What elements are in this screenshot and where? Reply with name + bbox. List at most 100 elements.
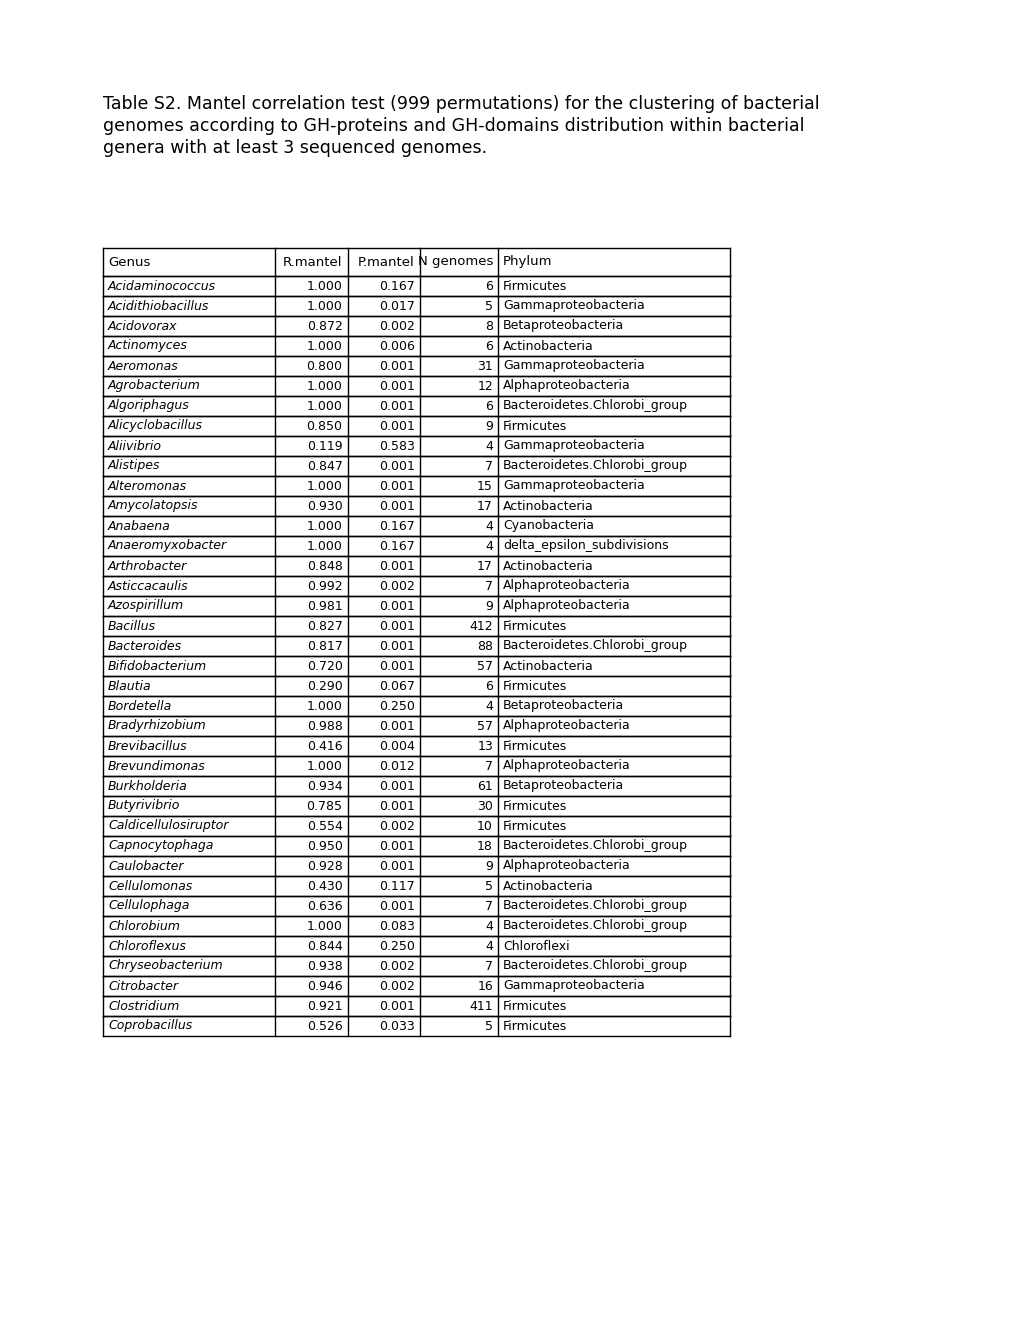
Text: 0.001: 0.001: [378, 359, 415, 372]
Text: Alteromonas: Alteromonas: [108, 479, 186, 492]
Text: 0.934: 0.934: [307, 780, 342, 792]
Text: Clostridium: Clostridium: [108, 999, 179, 1012]
Text: Bacteroidetes.Chlorobi_group: Bacteroidetes.Chlorobi_group: [502, 899, 688, 912]
Text: Actinobacteria: Actinobacteria: [502, 339, 593, 352]
Text: Alphaproteobacteria: Alphaproteobacteria: [502, 599, 630, 612]
Text: 0.017: 0.017: [378, 300, 415, 313]
Text: 6: 6: [485, 339, 492, 352]
Text: 1.000: 1.000: [307, 479, 342, 492]
Text: Bacillus: Bacillus: [108, 619, 156, 632]
Text: 0.001: 0.001: [378, 899, 415, 912]
Text: Azospirillum: Azospirillum: [108, 599, 184, 612]
Text: 17: 17: [477, 560, 492, 573]
Text: genomes according to GH-proteins and GH-domains distribution within bacterial: genomes according to GH-proteins and GH-…: [103, 117, 804, 135]
Text: 0.930: 0.930: [307, 499, 342, 512]
Text: 88: 88: [477, 639, 492, 652]
Text: 1.000: 1.000: [307, 540, 342, 553]
Text: 0.981: 0.981: [307, 599, 342, 612]
Text: R.mantel: R.mantel: [282, 256, 342, 268]
Text: 15: 15: [477, 479, 492, 492]
Text: 0.167: 0.167: [378, 280, 415, 293]
Text: 9: 9: [485, 599, 492, 612]
Text: Butyrivibrio: Butyrivibrio: [108, 800, 180, 813]
Text: Betaproteobacteria: Betaproteobacteria: [502, 780, 624, 792]
Text: 0.001: 0.001: [378, 660, 415, 672]
Text: 0.001: 0.001: [378, 479, 415, 492]
Text: 0.416: 0.416: [307, 739, 342, 752]
Text: Bacteroidetes.Chlorobi_group: Bacteroidetes.Chlorobi_group: [502, 920, 688, 932]
Text: Firmicutes: Firmicutes: [502, 1019, 567, 1032]
Text: Firmicutes: Firmicutes: [502, 999, 567, 1012]
Text: 0.946: 0.946: [307, 979, 342, 993]
Text: Asticcacaulis: Asticcacaulis: [108, 579, 189, 593]
Text: Firmicutes: Firmicutes: [502, 619, 567, 632]
Text: 0.250: 0.250: [378, 700, 415, 713]
Text: 7: 7: [485, 459, 492, 473]
Text: 9: 9: [485, 859, 492, 873]
Text: Firmicutes: Firmicutes: [502, 820, 567, 833]
Text: Gammaproteobacteria: Gammaproteobacteria: [502, 300, 644, 313]
Text: 0.950: 0.950: [307, 840, 342, 853]
Text: delta_epsilon_subdivisions: delta_epsilon_subdivisions: [502, 540, 668, 553]
Text: 16: 16: [477, 979, 492, 993]
Text: 6: 6: [485, 400, 492, 412]
Text: 57: 57: [477, 719, 492, 733]
Text: P.mantel: P.mantel: [358, 256, 415, 268]
Text: 0.001: 0.001: [378, 560, 415, 573]
Text: Bacteroidetes.Chlorobi_group: Bacteroidetes.Chlorobi_group: [502, 840, 688, 853]
Text: 0.001: 0.001: [378, 780, 415, 792]
Text: 1.000: 1.000: [307, 520, 342, 532]
Text: 0.848: 0.848: [307, 560, 342, 573]
Text: 13: 13: [477, 739, 492, 752]
Text: Firmicutes: Firmicutes: [502, 420, 567, 433]
Text: 10: 10: [477, 820, 492, 833]
Text: 0.988: 0.988: [307, 719, 342, 733]
Text: 0.001: 0.001: [378, 599, 415, 612]
Text: Betaproteobacteria: Betaproteobacteria: [502, 700, 624, 713]
Text: 0.001: 0.001: [378, 499, 415, 512]
Text: 8: 8: [485, 319, 492, 333]
Text: 6: 6: [485, 680, 492, 693]
Text: 1.000: 1.000: [307, 280, 342, 293]
Text: Alphaproteobacteria: Alphaproteobacteria: [502, 759, 630, 772]
Text: 1.000: 1.000: [307, 339, 342, 352]
Text: 0.526: 0.526: [307, 1019, 342, 1032]
Text: Cyanobacteria: Cyanobacteria: [502, 520, 593, 532]
Text: 1.000: 1.000: [307, 920, 342, 932]
Text: Burkholderia: Burkholderia: [108, 780, 187, 792]
Text: 0.430: 0.430: [307, 879, 342, 892]
Text: Anaeromyxobacter: Anaeromyxobacter: [108, 540, 227, 553]
Text: Bacteroidetes.Chlorobi_group: Bacteroidetes.Chlorobi_group: [502, 639, 688, 652]
Text: Actinomyces: Actinomyces: [108, 339, 187, 352]
Text: 0.001: 0.001: [378, 639, 415, 652]
Text: Bifidobacterium: Bifidobacterium: [108, 660, 207, 672]
Text: Bradyrhizobium: Bradyrhizobium: [108, 719, 207, 733]
Text: 1.000: 1.000: [307, 380, 342, 392]
Text: Betaproteobacteria: Betaproteobacteria: [502, 319, 624, 333]
Text: 30: 30: [477, 800, 492, 813]
Text: Gammaproteobacteria: Gammaproteobacteria: [502, 359, 644, 372]
Text: 0.001: 0.001: [378, 999, 415, 1012]
Text: 0.827: 0.827: [307, 619, 342, 632]
Text: 0.800: 0.800: [307, 359, 342, 372]
Text: 0.117: 0.117: [378, 879, 415, 892]
Text: 0.001: 0.001: [378, 619, 415, 632]
Text: Actinobacteria: Actinobacteria: [502, 499, 593, 512]
Text: 0.938: 0.938: [307, 960, 342, 973]
Text: N genomes: N genomes: [417, 256, 492, 268]
Text: 0.290: 0.290: [307, 680, 342, 693]
Text: 57: 57: [477, 660, 492, 672]
Text: Aeromonas: Aeromonas: [108, 359, 178, 372]
Text: 7: 7: [485, 759, 492, 772]
Text: Firmicutes: Firmicutes: [502, 800, 567, 813]
Text: 0.583: 0.583: [378, 440, 415, 453]
Text: Table S2. Mantel correlation test (999 permutations) for the clustering of bacte: Table S2. Mantel correlation test (999 p…: [103, 95, 819, 114]
Text: 4: 4: [485, 520, 492, 532]
Text: Firmicutes: Firmicutes: [502, 680, 567, 693]
Text: Genus: Genus: [108, 256, 150, 268]
Text: 0.785: 0.785: [307, 800, 342, 813]
Text: 0.850: 0.850: [307, 420, 342, 433]
Text: 0.817: 0.817: [307, 639, 342, 652]
Text: 0.250: 0.250: [378, 940, 415, 953]
Text: 0.992: 0.992: [307, 579, 342, 593]
